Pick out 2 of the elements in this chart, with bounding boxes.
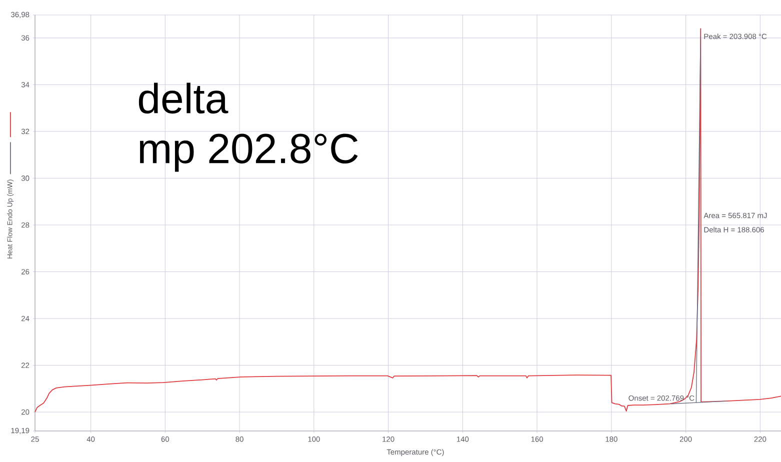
annotation: mp 202.8°C (140, 134, 358, 172)
annotation: delta (138, 82, 228, 114)
